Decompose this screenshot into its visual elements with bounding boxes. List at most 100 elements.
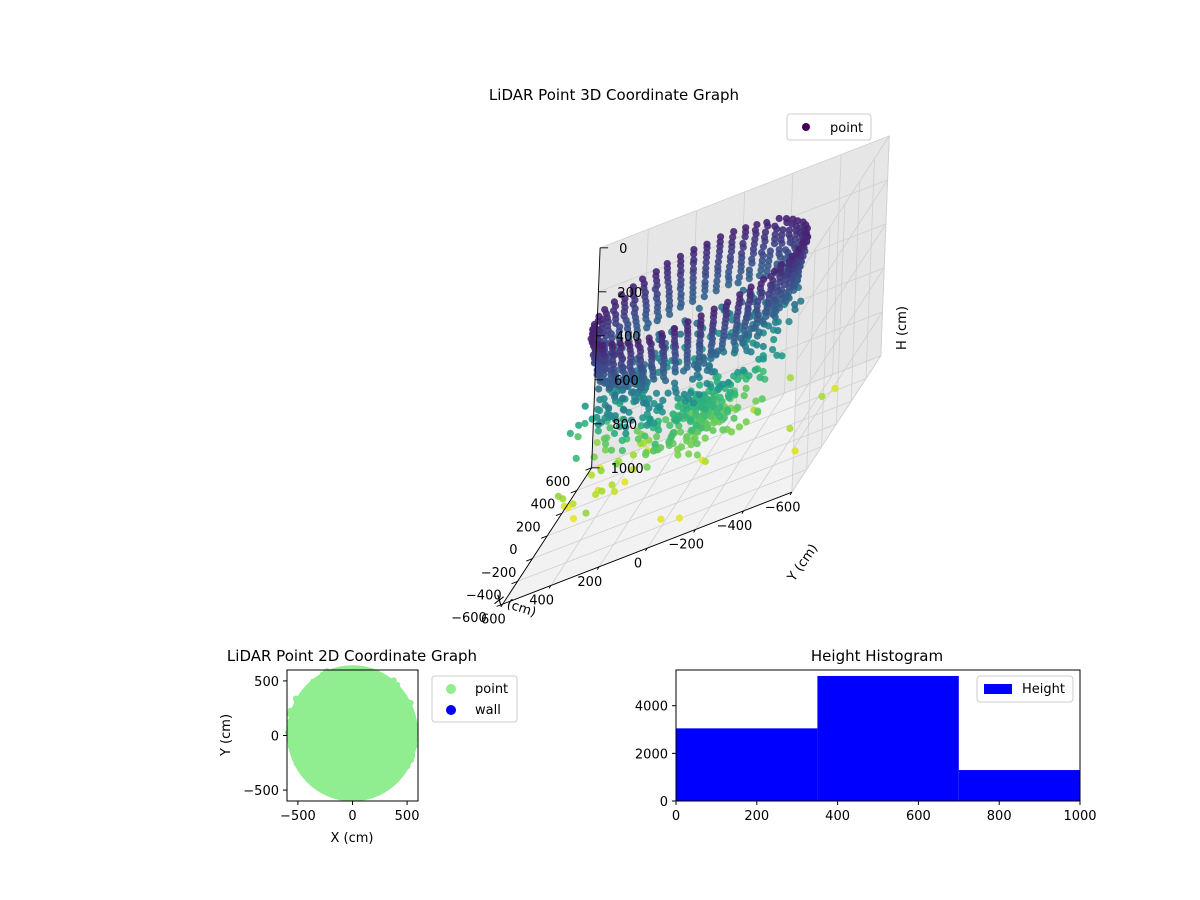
point-marker bbox=[574, 433, 582, 441]
tick-label: 1000 bbox=[611, 462, 644, 477]
point-marker bbox=[348, 739, 355, 746]
point-marker bbox=[334, 736, 341, 743]
point-marker bbox=[797, 297, 805, 305]
grid-line bbox=[599, 135, 890, 249]
point-marker bbox=[775, 214, 783, 223]
point-marker bbox=[368, 773, 375, 779]
point-marker bbox=[322, 670, 329, 677]
grid-line bbox=[532, 446, 822, 560]
point-marker bbox=[771, 318, 780, 327]
point-marker bbox=[643, 421, 651, 429]
point-marker bbox=[729, 233, 737, 241]
point-marker bbox=[311, 707, 318, 714]
point-marker bbox=[354, 694, 361, 701]
point-marker bbox=[622, 430, 630, 438]
point-marker bbox=[666, 301, 674, 310]
point-marker bbox=[695, 304, 703, 312]
point-marker bbox=[759, 367, 767, 376]
x-tick bbox=[596, 566, 600, 570]
point-marker bbox=[763, 218, 771, 227]
point-marker bbox=[677, 267, 685, 275]
point-marker bbox=[350, 782, 357, 789]
point-marker bbox=[320, 694, 327, 701]
point-marker bbox=[677, 428, 685, 436]
point-marker bbox=[782, 215, 791, 223]
point-marker bbox=[701, 457, 710, 466]
y-axis-label-2d: Y (cm) bbox=[219, 714, 234, 757]
point-marker bbox=[734, 368, 742, 377]
point-marker bbox=[715, 252, 723, 260]
point-marker bbox=[767, 285, 775, 294]
point-marker bbox=[703, 240, 711, 248]
point-marker bbox=[608, 481, 616, 489]
scatter-3d-chart: LiDAR Point 3D Coordinate Graph −600 −400… bbox=[451, 86, 910, 627]
point-marker bbox=[624, 320, 632, 328]
point-marker bbox=[728, 238, 736, 247]
tick-label: 200 bbox=[577, 575, 602, 590]
point-marker bbox=[769, 276, 777, 285]
point-marker bbox=[637, 422, 645, 430]
point-marker bbox=[693, 451, 702, 459]
point-marker bbox=[684, 395, 693, 403]
point-marker bbox=[672, 417, 680, 425]
point-marker bbox=[597, 418, 606, 426]
point-marker bbox=[741, 233, 749, 241]
point-marker bbox=[313, 744, 320, 751]
point-marker bbox=[320, 705, 326, 712]
point-marker bbox=[626, 363, 634, 371]
point-marker bbox=[730, 414, 738, 422]
point-marker bbox=[365, 669, 372, 676]
tick-label: 400 bbox=[531, 498, 556, 513]
grid-line bbox=[561, 400, 852, 514]
point-marker bbox=[367, 749, 374, 756]
point-marker bbox=[674, 394, 682, 402]
legend-3d-frame bbox=[786, 113, 872, 141]
point-marker bbox=[736, 295, 744, 303]
tick-label: 400 bbox=[825, 809, 850, 824]
tick-label: −400 bbox=[466, 588, 502, 603]
point-marker bbox=[616, 348, 624, 356]
legend-point-marker bbox=[446, 684, 456, 694]
point-marker bbox=[786, 374, 795, 382]
point-marker bbox=[665, 288, 673, 296]
point-marker bbox=[773, 283, 781, 291]
point-marker bbox=[333, 773, 340, 780]
point-marker bbox=[724, 378, 733, 387]
point-marker bbox=[739, 366, 747, 374]
point-marker bbox=[604, 404, 613, 412]
point-marker bbox=[696, 337, 704, 345]
tick-label: 0 bbox=[348, 809, 356, 824]
grid-line bbox=[794, 267, 885, 405]
point-marker bbox=[771, 222, 779, 230]
point-marker bbox=[627, 416, 636, 424]
point-marker bbox=[684, 318, 692, 326]
point-marker bbox=[640, 280, 648, 288]
y-axis-ticks: −600 −400 −200 0 200 400 600 bbox=[451, 467, 592, 626]
point-marker bbox=[615, 332, 623, 340]
point-marker bbox=[399, 757, 406, 764]
point-marker bbox=[382, 738, 389, 745]
point-marker bbox=[394, 691, 401, 698]
point-marker bbox=[336, 673, 343, 680]
point-marker bbox=[378, 782, 385, 788]
point-marker bbox=[372, 763, 379, 769]
point-marker bbox=[401, 695, 408, 702]
point-marker bbox=[371, 714, 377, 721]
point-marker bbox=[358, 786, 365, 793]
point-marker bbox=[666, 310, 674, 318]
point-marker bbox=[664, 389, 672, 397]
point-marker bbox=[655, 313, 663, 321]
point-marker bbox=[632, 397, 640, 405]
point-marker bbox=[363, 704, 370, 711]
point-marker bbox=[791, 447, 799, 455]
point-marker bbox=[394, 754, 401, 761]
point-marker bbox=[745, 372, 753, 380]
point-marker bbox=[374, 778, 381, 785]
y-tick bbox=[585, 467, 592, 471]
point-marker bbox=[581, 402, 589, 410]
tick-label: 0 bbox=[509, 543, 517, 558]
point-marker bbox=[672, 388, 680, 396]
point-marker bbox=[339, 781, 345, 788]
point-marker bbox=[621, 478, 629, 486]
point-marker bbox=[372, 788, 378, 795]
